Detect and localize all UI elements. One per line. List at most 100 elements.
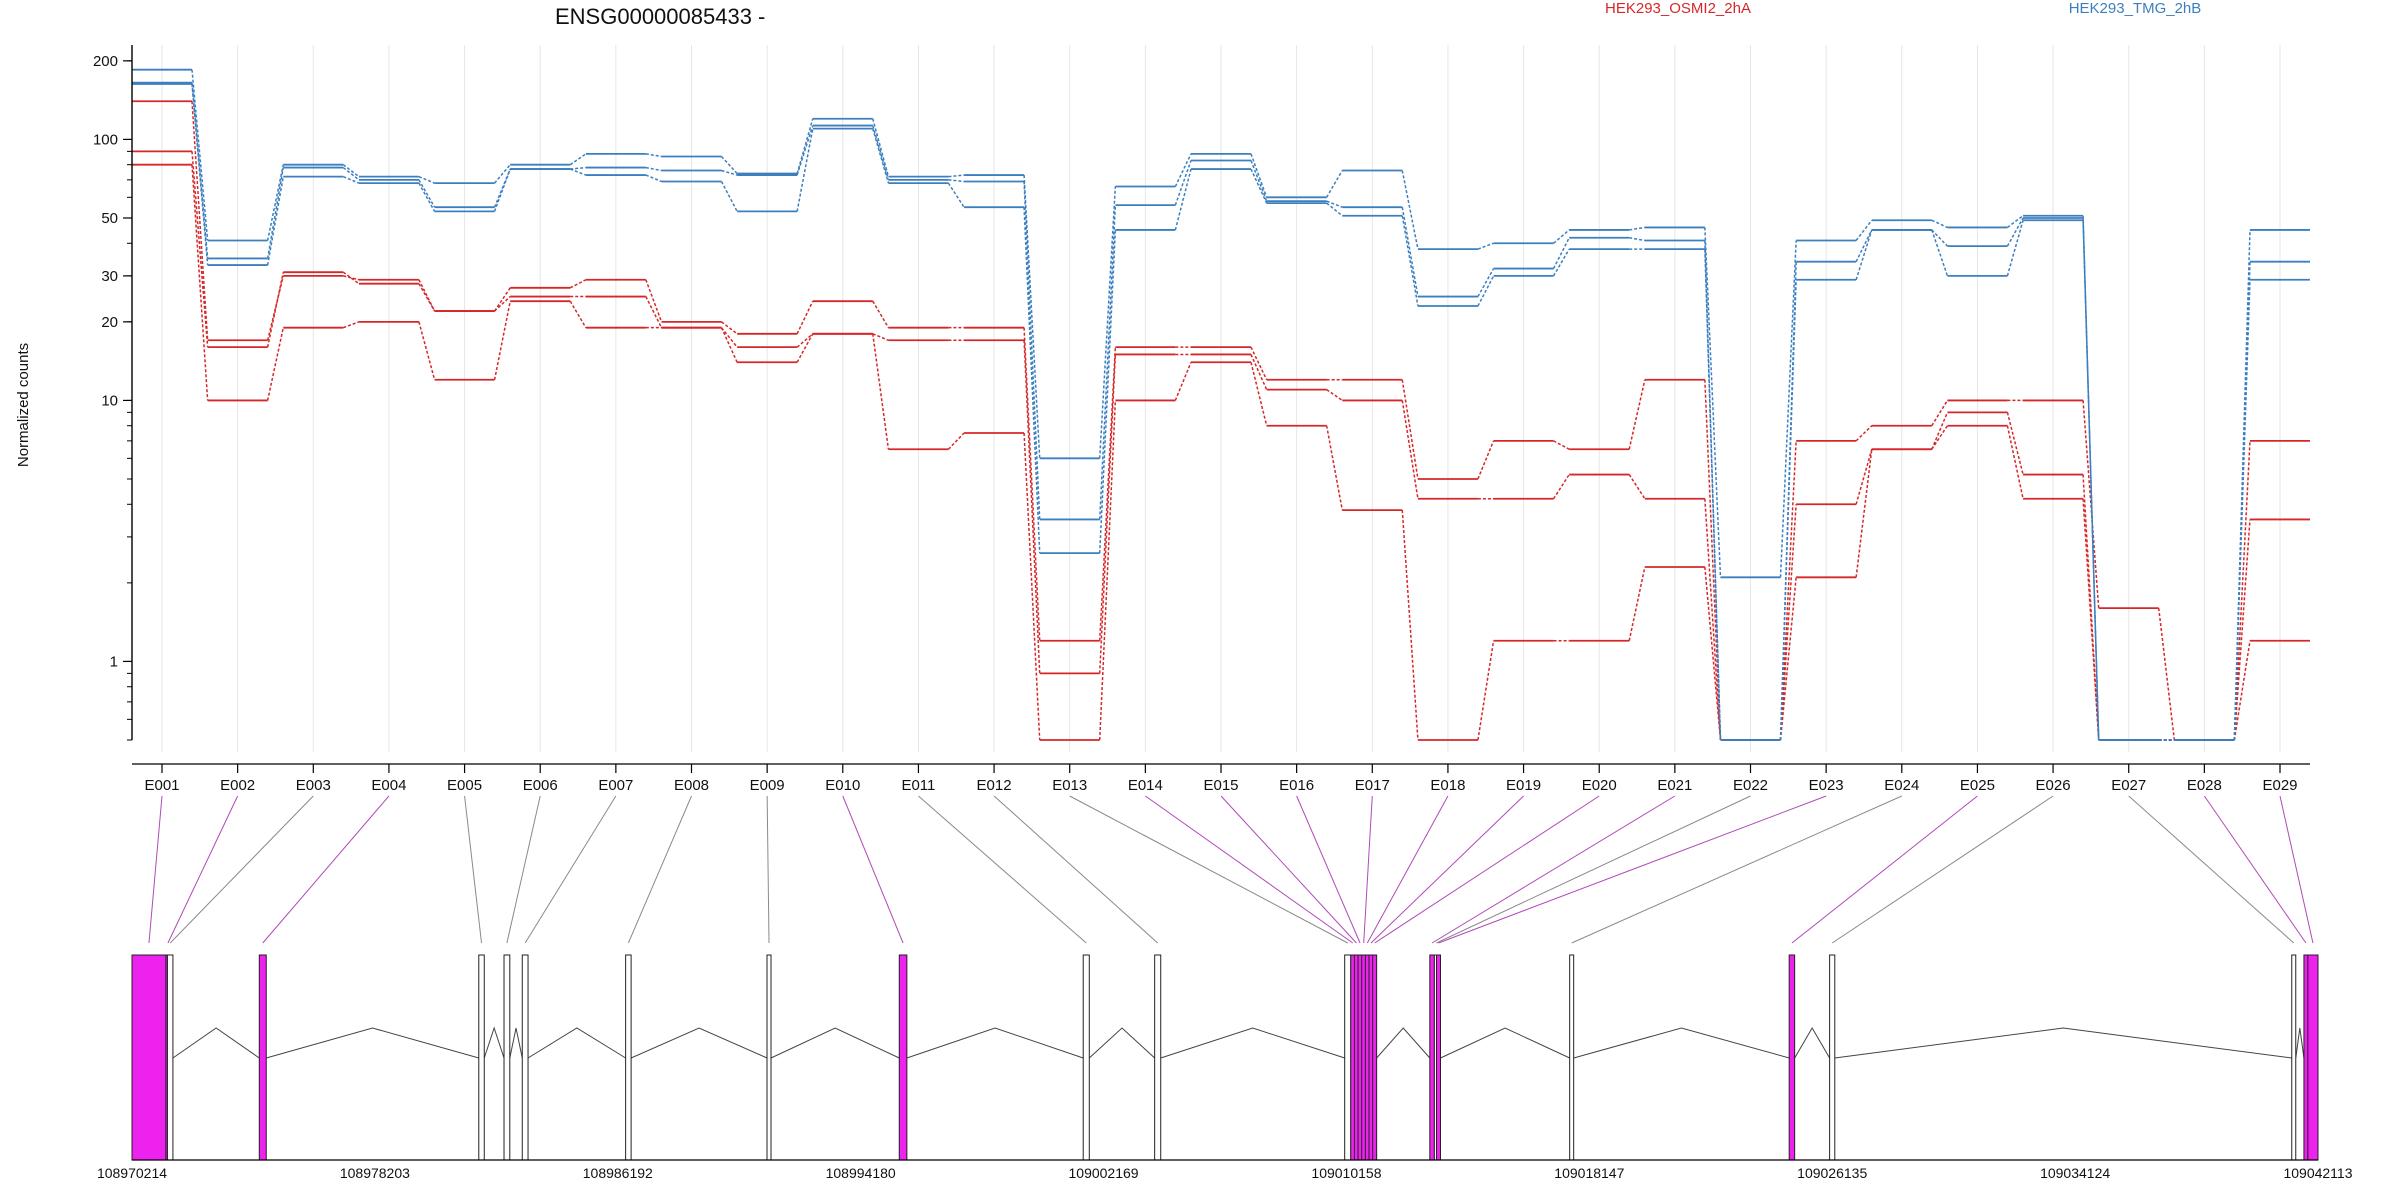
exon-e013 [1344,954,1352,1161]
intron [509,1027,523,1059]
series-1-segment [1023,327,1041,641]
series-1-segment [1628,379,1646,450]
series-1-segment [1477,440,1495,480]
series-6-segment [418,182,436,212]
connector-e014 [1145,795,1354,944]
exon-e007 [521,954,529,1161]
series-2-segment [1326,389,1343,402]
connector-e010 [842,795,904,944]
series-5-segment [1855,229,1873,263]
exon-e012 [1154,954,1162,1161]
connector-e006 [506,795,541,944]
series-2-segment [191,151,209,348]
series-5-segment [1326,200,1343,208]
series-5-segment [721,169,738,176]
coordinate-label: 108970214 [97,1165,167,1181]
y-tick-label: 30 [101,268,118,285]
series-4-segment [266,164,285,241]
series-3-segment [418,321,436,380]
series-4-segment [493,164,511,184]
series-1 [132,100,2310,741]
coordinate-label: 108986192 [583,1165,653,1181]
series-layer [132,68,2310,741]
intron [527,1027,626,1059]
series-6-segment [342,175,360,184]
series-3-segment [569,300,587,329]
series-1-segment [418,279,436,312]
connector-e015 [1220,795,1357,944]
connector-e021 [1431,795,1676,944]
series-3-segment [1628,566,1646,641]
connector-e020 [1374,795,1600,944]
series-6-segment [1174,168,1192,231]
intron [266,1027,479,1059]
series-6 [132,83,2310,741]
series-6-segment [2233,279,2251,741]
series-3-segment [947,432,965,450]
connector-e005 [464,795,483,944]
series-1-segment [1855,425,1873,442]
x-tick-label-e011: E011 [901,777,935,794]
series-6-segment [1704,249,1722,741]
series-2-segment [1023,340,1041,674]
exon-e027 [2291,954,2297,1161]
connector-e002 [167,795,239,944]
exon-connector-layer [148,795,2314,944]
series-6-segment [493,168,511,212]
exon-e010 [898,954,908,1161]
series-5-segment [1477,268,1495,297]
series-1-segment [1931,400,1949,427]
series-4-segment [1704,227,1722,578]
coordinate-label: 109034124 [2040,1165,2110,1181]
series-5-segment [1552,237,1570,269]
series-2-segment [418,283,436,312]
y-tick-label: 200 [93,53,118,70]
series-3-segment [796,333,814,363]
intron [1834,1027,2292,1059]
connector-e022 [1436,795,1751,944]
series-5-segment [948,179,965,183]
series-4-segment [1553,229,1570,244]
x-tick-label-e024: E024 [1884,777,1919,794]
series-5-segment [1250,160,1268,202]
intron [1160,1027,1345,1059]
x-tick-label-e026: E026 [2036,777,2071,794]
series-1-segment [721,321,738,335]
x-tick-label-e006: E006 [523,777,558,794]
x-tick-label-e012: E012 [977,777,1012,794]
connector-e016 [1296,795,1361,944]
connector-e025 [1791,795,1978,944]
series-1-segment [266,275,285,341]
series-4-segment [1325,170,1343,198]
connector-e029 [2279,795,2314,944]
series-2-segment [1628,474,1646,500]
series-3-segment [191,164,209,401]
series-2-segment [1250,354,1268,390]
series-2-segment [342,271,360,285]
series-3-segment [1704,566,1722,741]
exon-e008 [625,954,632,1161]
exon-e011 [1082,954,1090,1161]
series-6-segment [266,176,285,266]
connector-e001 [148,795,163,944]
x-tick-label-e009: E009 [750,777,785,794]
chart-title: ENSG00000085433 - [555,4,765,29]
connector-e008 [627,795,692,944]
series-2-segment [2006,412,2024,475]
series-4-segment [1174,153,1192,187]
coordinate-label: 109042113 [2283,1165,2352,1181]
y-axis-label: Normalized counts [15,343,32,467]
series-1-segment [1250,346,1268,381]
connector-e019 [1370,795,1524,944]
exon-e003 [166,954,174,1161]
series-1-segment [569,279,587,289]
series-6-segment [1401,215,1419,307]
series-1-segment [1779,440,1797,741]
series-6-segment [1931,229,1949,277]
x-tick-label-e016: E016 [1279,777,1314,794]
series-4-segment [872,118,890,177]
series-5-segment [645,166,662,172]
series-4-segment [569,153,587,166]
series-6-segment [720,181,738,212]
